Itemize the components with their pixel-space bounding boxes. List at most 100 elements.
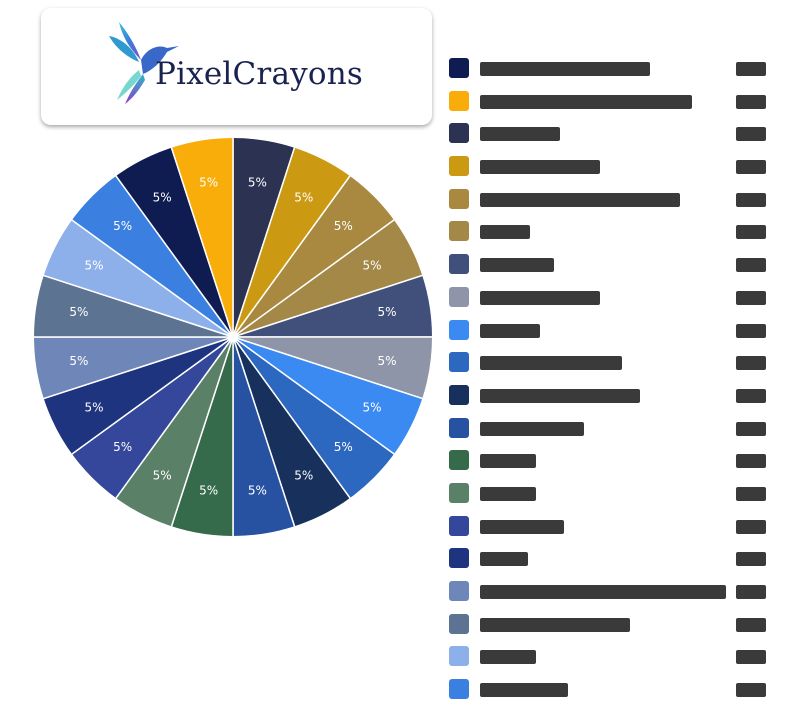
slice-data-label: 5% <box>378 354 397 368</box>
legend-value-redaction <box>736 160 766 175</box>
legend-value-redaction <box>736 683 766 698</box>
legend-swatch <box>448 57 470 79</box>
legend-swatch <box>448 678 470 701</box>
legend-value <box>448 152 449 153</box>
legend-value <box>448 642 449 643</box>
logo-card: PixelCrayons <box>41 8 432 125</box>
legend-value-redaction <box>736 290 766 305</box>
legend-item <box>448 610 778 643</box>
slice-data-label: 5% <box>334 219 353 233</box>
legend-swatch <box>448 481 470 504</box>
slice-data-label: 5% <box>69 354 88 368</box>
legend-value <box>448 348 449 349</box>
legend-swatch <box>448 220 470 243</box>
legend-item <box>448 283 778 316</box>
legend-value <box>448 675 449 676</box>
legend-value-redaction <box>736 258 766 273</box>
legend-swatch <box>448 187 470 210</box>
legend-name <box>448 610 449 611</box>
legend-item <box>448 250 778 283</box>
legend-value <box>448 217 449 218</box>
legend-item <box>448 446 778 479</box>
legend-name-redaction <box>480 258 554 273</box>
legend-swatch <box>448 122 470 145</box>
slice-data-label: 5% <box>153 191 172 205</box>
slice-data-label: 5% <box>84 259 103 273</box>
legend-item <box>448 675 778 708</box>
legend-name-redaction <box>480 388 640 403</box>
slice-data-label: 5% <box>84 400 103 414</box>
legend-name <box>448 381 449 382</box>
legend-name-redaction <box>480 62 650 76</box>
legend-value-redaction <box>736 617 766 632</box>
legend-item <box>448 119 778 152</box>
legend-name <box>448 642 449 643</box>
legend-item <box>448 414 778 447</box>
legend-value-redaction <box>736 323 766 338</box>
slice-data-label: 5% <box>248 484 267 498</box>
legend-name-redaction <box>480 617 630 632</box>
slice-data-label: 5% <box>199 175 218 189</box>
legend-name <box>448 152 449 153</box>
pie-outline <box>32 136 434 538</box>
legend-swatch <box>448 253 470 276</box>
legend-name-redaction <box>480 421 584 436</box>
legend-name-redaction <box>480 192 680 207</box>
legend-swatch <box>448 416 470 439</box>
legend-value-redaction <box>736 486 766 501</box>
legend-value <box>448 54 449 55</box>
legend-value-redaction <box>736 94 766 109</box>
slice-data-label: 5% <box>153 468 172 482</box>
legend-item <box>448 512 778 545</box>
legend-name <box>448 87 449 88</box>
legend-swatch <box>448 89 470 112</box>
legend-value-redaction <box>736 585 766 599</box>
legend-name-redaction <box>480 585 726 599</box>
legend-name <box>448 283 449 284</box>
legend-value-redaction <box>736 454 766 469</box>
legend-name <box>448 446 449 447</box>
legend-item <box>448 381 778 414</box>
legend-name-redaction <box>480 486 536 501</box>
legend-value <box>448 87 449 88</box>
legend-value <box>448 544 449 545</box>
legend-value <box>448 577 449 578</box>
legend-name <box>448 675 449 676</box>
legend-name-redaction <box>480 94 692 109</box>
legend-swatch <box>448 383 470 406</box>
legend-value-redaction <box>736 552 766 567</box>
legend-swatch <box>448 645 470 668</box>
slice-data-label: 5% <box>362 259 381 273</box>
hummingbird-logo-icon <box>109 22 179 104</box>
legend-name <box>448 577 449 578</box>
legend-name-redaction <box>480 454 536 469</box>
legend-value <box>448 250 449 251</box>
legend-item <box>448 185 778 218</box>
legend-item <box>448 479 778 512</box>
legend-value-redaction <box>736 225 766 240</box>
legend-value <box>448 414 449 415</box>
slice-data-label: 5% <box>248 175 267 189</box>
logo-wordmark: PixelCrayons <box>155 56 363 92</box>
legend-item <box>448 348 778 381</box>
legend-name-redaction <box>480 356 622 371</box>
legend-name <box>448 217 449 218</box>
slice-data-label: 5% <box>362 400 381 414</box>
legend-name-redaction <box>480 650 536 665</box>
legend-value-redaction <box>736 127 766 142</box>
legend-name-redaction <box>480 160 600 175</box>
legend-name <box>448 512 449 513</box>
legend-swatch <box>448 514 470 537</box>
legend-value <box>448 610 449 611</box>
legend-item <box>448 54 778 87</box>
slice-data-label: 5% <box>294 191 313 205</box>
legend-value <box>448 446 449 447</box>
legend-name-redaction <box>480 290 600 305</box>
legend-swatch <box>448 547 470 570</box>
legend-item <box>448 152 778 185</box>
legend-name <box>448 119 449 120</box>
legend-value-redaction <box>736 519 766 534</box>
legend-value-redaction <box>736 192 766 207</box>
legend-name <box>448 544 449 545</box>
legend-swatch <box>448 580 470 602</box>
